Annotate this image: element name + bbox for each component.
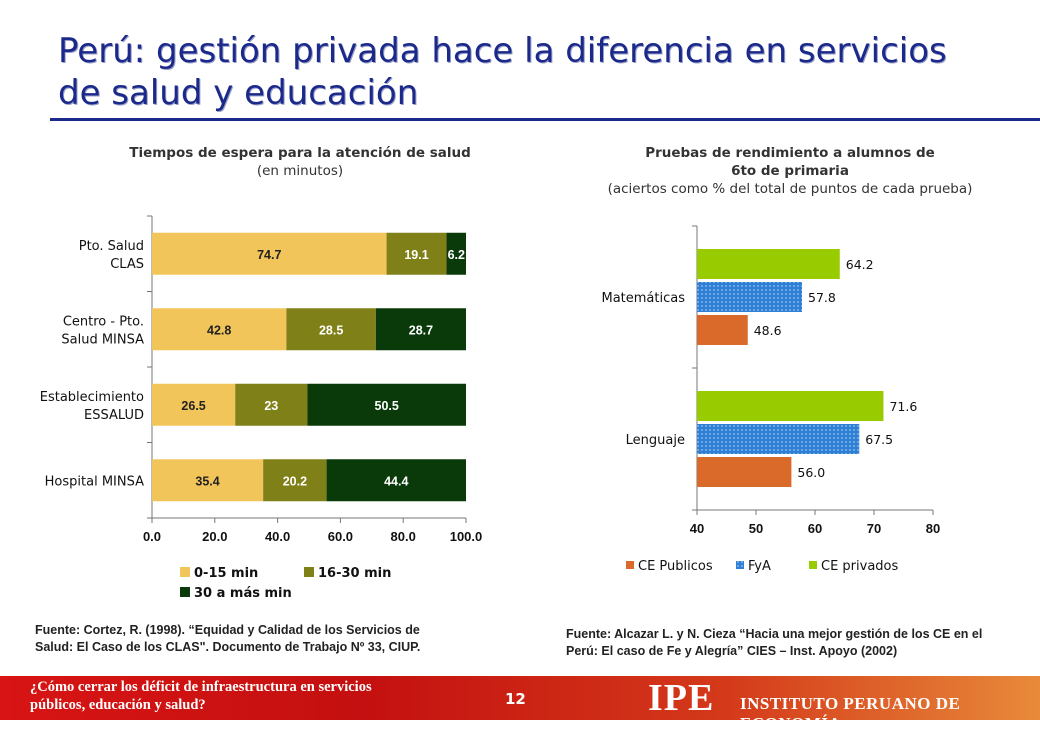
footer-bar: [0, 676, 1040, 720]
bar-segment: [152, 232, 387, 275]
bar-segment: [307, 383, 466, 426]
right-source-note: Fuente: Alcazar L. y N. Cieza “Hacia una…: [566, 627, 983, 658]
x-tick-label: 0.0: [143, 529, 161, 544]
bar: [697, 457, 792, 487]
legend-swatch: [809, 561, 817, 569]
data-label: 42.8: [207, 323, 231, 337]
bar-segment: [152, 459, 264, 502]
legend-label: CE Publicos: [638, 559, 713, 574]
category-label: Pto. Salud: [79, 239, 144, 254]
bar: [697, 249, 840, 279]
data-label: 28.7: [409, 323, 433, 337]
category-label: Lenguaje: [626, 433, 685, 448]
bar-segment: [386, 232, 447, 275]
legend-swatch: [626, 561, 634, 569]
bar-segment: [446, 232, 466, 275]
data-label: 6.2: [448, 248, 465, 262]
legend-label: 30 a más min: [194, 586, 292, 601]
ipe-logo: IPE: [648, 677, 715, 719]
bar-segment: [263, 459, 327, 502]
legend-label: FyA: [748, 559, 771, 574]
x-tick-label: 100.0: [450, 529, 483, 544]
test-score-chart-svg: Matemáticas 48.6 57.8 64.2 Lenguaje 56.0 67.5 7…: [601, 225, 940, 574]
category-label: CLAS: [110, 257, 144, 272]
left-chart-heading-block: Tiempos de espera para la atención de sa…: [80, 144, 520, 180]
right-chart-subheading: (aciertos como % del total de puntos de …: [607, 181, 973, 197]
data-label: 23: [264, 399, 278, 413]
left-source-note: Fuente: Cortez, R. (1998). “Equidad y Ca…: [35, 623, 421, 654]
x-tick-label: 60: [808, 521, 822, 536]
data-label: 50.5: [375, 399, 399, 413]
legend-swatch: [736, 561, 744, 569]
data-label: 28.5: [319, 323, 343, 337]
right-chart-heading-block: Pruebas de rendimiento a alumnos de 6to …: [540, 144, 1040, 198]
legend-label: 0-15 min: [194, 566, 258, 581]
bar-segment: [152, 383, 236, 426]
page-number: 12: [505, 690, 526, 708]
wait-time-chart-svg: Pto. Salud CLAS 74.7 19.1 6.2 Centro - Pto. Sa…: [40, 215, 483, 601]
data-label: 56.0: [797, 465, 825, 480]
wait-time-chart: Pto. Salud CLAS 74.7 19.1 6.2 Centro - Pto. Sa…: [0, 200, 520, 614]
data-label: 71.6: [889, 399, 917, 414]
bar-segment: [375, 308, 466, 351]
bar: [697, 282, 803, 312]
bar-segment: [286, 308, 376, 351]
bar-segment: [326, 459, 466, 502]
data-label: 20.2: [283, 474, 307, 488]
category-label: Centro - Pto.: [63, 314, 144, 329]
x-tick-label: 70: [867, 521, 881, 536]
category-label: Establecimiento: [40, 390, 144, 405]
data-label: 74.7: [257, 248, 281, 262]
category-label: Hospital MINSA: [45, 474, 144, 489]
data-label: 57.8: [808, 290, 836, 305]
x-tick-label: 80: [926, 521, 940, 536]
page-title: Perú: gestión privada hace la diferencia…: [58, 31, 947, 113]
data-label: 19.1: [404, 248, 428, 262]
x-tick-label: 20.0: [202, 529, 227, 544]
x-tick-label: 80.0: [391, 529, 416, 544]
data-label: 48.6: [754, 323, 782, 338]
right-chart-heading-line2: 6to de primaria: [731, 163, 849, 179]
title-underline: [50, 118, 1040, 121]
legend-swatch: [180, 587, 190, 597]
footer-question: ¿Cómo cerrar los déficit de infraestruct…: [30, 679, 372, 713]
x-tick-label: 50: [749, 521, 763, 536]
x-tick-label: 40.0: [265, 529, 290, 544]
test-score-chart: Matemáticas 48.6 57.8 64.2 Lenguaje 56.0 67.5 7…: [540, 200, 1040, 614]
x-tick-label: 60.0: [328, 529, 353, 544]
bar-segment: [152, 308, 287, 351]
org-name: INSTITUTO PERUANO DE ECONOMÍA: [740, 694, 961, 733]
data-label: 44.4: [384, 474, 408, 488]
category-label: Matemáticas: [601, 291, 685, 306]
data-label: 35.4: [195, 474, 219, 488]
left-chart-subheading: (en minutos): [256, 163, 344, 179]
category-label: Salud MINSA: [61, 332, 144, 347]
left-chart-heading: Tiempos de espera para la atención de sa…: [129, 145, 471, 161]
bar: [697, 391, 884, 421]
data-label: 64.2: [846, 257, 874, 272]
data-label: 26.5: [181, 399, 205, 413]
bar: [697, 424, 860, 454]
legend-swatch: [304, 567, 314, 577]
category-label: ESSALUD: [84, 408, 144, 423]
legend-swatch: [180, 567, 190, 577]
right-chart-heading-line1: Pruebas de rendimiento a alumnos de: [645, 145, 935, 161]
legend-label: 16-30 min: [318, 566, 391, 581]
legend-label: CE privados: [821, 559, 898, 574]
bar-segment: [235, 383, 308, 426]
x-tick-label: 40: [690, 521, 704, 536]
data-label: 67.5: [865, 432, 893, 447]
bar: [697, 315, 748, 345]
